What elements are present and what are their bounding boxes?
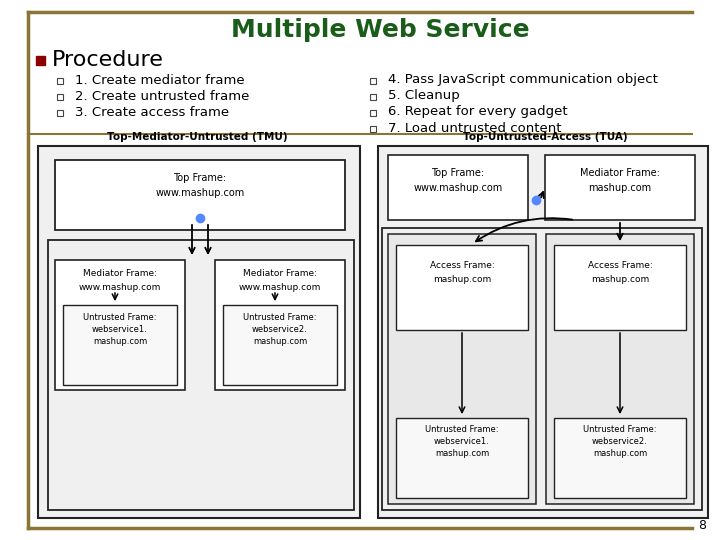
Bar xyxy=(370,110,376,116)
FancyBboxPatch shape xyxy=(546,234,694,504)
Text: Top-Mediator-Untrusted (TMU): Top-Mediator-Untrusted (TMU) xyxy=(107,132,287,142)
Text: 1. Create mediator frame: 1. Create mediator frame xyxy=(75,73,245,86)
Text: Multiple Web Service: Multiple Web Service xyxy=(230,18,529,42)
Text: Access Frame:: Access Frame: xyxy=(588,260,652,269)
Bar xyxy=(57,110,63,116)
Text: Untrusted Frame:: Untrusted Frame: xyxy=(583,426,657,435)
Text: webservice2.: webservice2. xyxy=(252,325,308,334)
FancyBboxPatch shape xyxy=(63,305,177,385)
Text: www.mashup.com: www.mashup.com xyxy=(413,183,503,193)
Text: Untrusted Frame:: Untrusted Frame: xyxy=(243,313,317,321)
Text: 3. Create access frame: 3. Create access frame xyxy=(75,105,229,118)
Text: www.mashup.com: www.mashup.com xyxy=(156,188,245,198)
Text: Mediator Frame:: Mediator Frame: xyxy=(243,269,317,279)
FancyBboxPatch shape xyxy=(223,305,337,385)
Text: webservice1.: webservice1. xyxy=(434,437,490,447)
Text: 8: 8 xyxy=(698,519,706,532)
FancyBboxPatch shape xyxy=(554,418,686,498)
Text: Mediator Frame:: Mediator Frame: xyxy=(83,269,157,279)
Text: Access Frame:: Access Frame: xyxy=(430,260,495,269)
FancyBboxPatch shape xyxy=(55,260,185,390)
Text: Top Frame:: Top Frame: xyxy=(431,168,485,178)
FancyBboxPatch shape xyxy=(38,146,360,518)
Bar xyxy=(370,126,376,132)
Text: 5. Cleanup: 5. Cleanup xyxy=(388,90,460,103)
FancyBboxPatch shape xyxy=(215,260,345,390)
Text: mashup.com: mashup.com xyxy=(93,336,147,346)
FancyBboxPatch shape xyxy=(48,240,354,510)
Text: 7. Load untrusted content: 7. Load untrusted content xyxy=(388,122,562,134)
Bar xyxy=(36,56,45,65)
Text: webservice2.: webservice2. xyxy=(592,437,648,447)
Text: webservice1.: webservice1. xyxy=(92,325,148,334)
Text: mashup.com: mashup.com xyxy=(593,449,647,458)
FancyBboxPatch shape xyxy=(55,160,345,230)
Text: mashup.com: mashup.com xyxy=(253,336,307,346)
Bar xyxy=(370,78,376,84)
FancyBboxPatch shape xyxy=(378,146,708,518)
Text: 4. Pass JavaScript communication object: 4. Pass JavaScript communication object xyxy=(388,73,658,86)
Text: mashup.com: mashup.com xyxy=(433,275,491,285)
Text: mashup.com: mashup.com xyxy=(435,449,489,458)
Text: Mediator Frame:: Mediator Frame: xyxy=(580,168,660,178)
FancyBboxPatch shape xyxy=(396,245,528,330)
Text: 2. Create untrusted frame: 2. Create untrusted frame xyxy=(75,90,249,103)
FancyBboxPatch shape xyxy=(388,155,528,220)
Text: mashup.com: mashup.com xyxy=(588,183,652,193)
Bar xyxy=(370,94,376,100)
Text: 6. Repeat for every gadget: 6. Repeat for every gadget xyxy=(388,105,567,118)
FancyBboxPatch shape xyxy=(554,245,686,330)
FancyBboxPatch shape xyxy=(545,155,695,220)
Text: Top Frame:: Top Frame: xyxy=(174,173,227,183)
Text: Untrusted Frame:: Untrusted Frame: xyxy=(84,313,157,321)
FancyBboxPatch shape xyxy=(382,228,702,510)
Text: mashup.com: mashup.com xyxy=(591,275,649,285)
Text: www.mashup.com: www.mashup.com xyxy=(239,282,321,292)
Text: Top-Untrusted-Access (TUA): Top-Untrusted-Access (TUA) xyxy=(463,132,627,142)
Bar xyxy=(57,94,63,100)
FancyBboxPatch shape xyxy=(396,418,528,498)
Text: www.mashup.com: www.mashup.com xyxy=(78,282,161,292)
Text: Untrusted Frame:: Untrusted Frame: xyxy=(426,426,499,435)
FancyBboxPatch shape xyxy=(388,234,536,504)
Bar xyxy=(57,78,63,84)
Text: Procedure: Procedure xyxy=(52,50,164,70)
